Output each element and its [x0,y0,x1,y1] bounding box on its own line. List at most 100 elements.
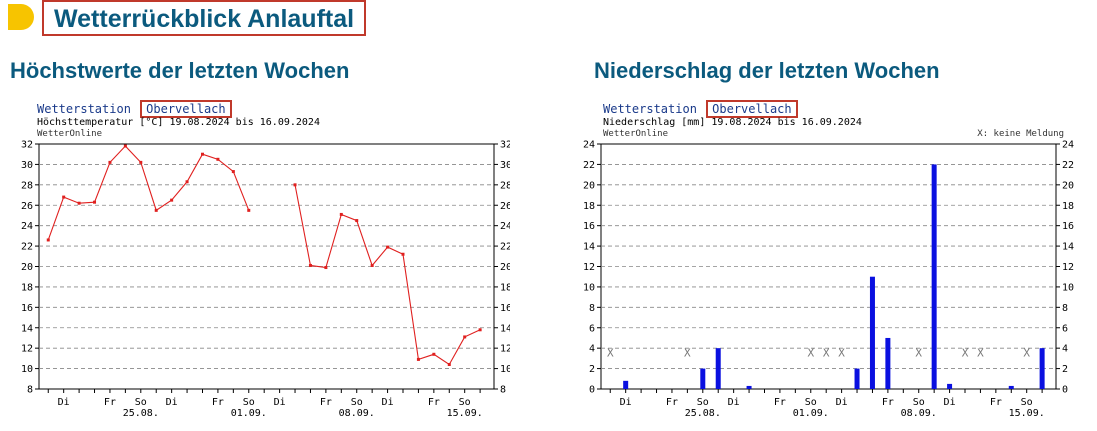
precipitation-chart-source: WetterOnline [603,129,669,139]
temperature-point [447,363,451,366]
temperature-point [216,157,220,161]
x-weekday-label: Di [836,397,848,408]
precipitation-bar [947,383,953,389]
temperature-point [463,335,467,339]
y-tick-label: 10 [1062,282,1074,293]
y-tick-label: 32 [500,140,510,151]
precipitation-bar [885,337,891,389]
y-tick-label: 26 [21,201,33,212]
x-weekday-label: Fr [212,397,224,408]
temperature-point [478,328,482,332]
y-tick-label: 16 [583,221,595,232]
y-tick-label: 0 [1062,385,1068,396]
temperature-point [247,208,251,212]
x-weekday-label: So [913,397,925,408]
missing-data-note: X: keine Meldung [977,129,1064,139]
temperature-point [416,357,420,361]
y-tick-label: 14 [500,323,510,334]
x-date-label: 15.09. [447,408,483,419]
y-tick-label: 0 [589,385,595,396]
y-tick-label: 12 [583,262,595,273]
missing-data-mark: X [1023,346,1030,359]
y-tick-label: 22 [1062,160,1074,171]
y-tick-label: 12 [21,344,33,355]
x-weekday-label: Di [382,397,394,408]
x-weekday-label: So [459,397,471,408]
y-tick-label: 18 [21,282,33,293]
y-tick-label: 4 [1062,344,1068,355]
y-tick-label: 24 [21,221,33,232]
x-weekday-label: So [351,397,363,408]
precipitation-bar [869,276,875,389]
x-weekday-label: Di [944,397,956,408]
temperature-point [355,219,359,223]
station-name: Obervellach [140,100,232,118]
temperature-line-segment [294,184,481,366]
temperature-point [386,245,390,249]
y-tick-label: 2 [1062,364,1068,375]
x-weekday-label: So [805,397,817,408]
missing-data-mark: X [807,346,814,359]
precipitation-bar [1008,385,1014,389]
precipitation-bar [931,164,937,389]
temperature-chart-panel: Wetterstation Obervellach Höchsttemperat… [10,96,510,426]
y-tick-label: 12 [500,344,510,355]
y-tick-label: 32 [21,140,33,151]
page-title: Wetterrückblick Anlauftal [42,0,367,36]
y-tick-label: 16 [21,303,33,314]
y-tick-label: 20 [500,262,510,273]
precipitation-station-line: Wetterstation Obervellach [603,100,798,118]
y-tick-label: 6 [1062,323,1068,334]
precipitation-bar [623,380,629,389]
x-weekday-label: Fr [666,397,678,408]
y-tick-label: 8 [27,385,33,396]
x-date-label: 01.09. [231,408,267,419]
y-tick-label: 28 [500,180,510,191]
temperature-chart-source: WetterOnline [37,129,103,139]
precipitation-section-heading: Niederschlag der letzten Wochen [594,58,940,83]
precipitation-bar [715,348,721,389]
temperature-section-heading: Höchstwerte der letzten Wochen [10,58,350,83]
y-tick-label: 22 [21,242,33,253]
y-tick-label: 24 [1062,140,1074,151]
y-tick-label: 16 [1062,221,1074,232]
y-tick-label: 16 [500,303,510,314]
y-tick-label: 4 [589,344,595,355]
y-tick-label: 10 [500,364,510,375]
x-weekday-label: Di [728,397,740,408]
y-tick-label: 6 [589,323,595,334]
temperature-point [339,212,343,216]
missing-data-mark: X [838,346,845,359]
x-weekday-label: So [697,397,709,408]
temperature-point [185,180,189,184]
x-date-label: 08.09. [339,408,375,419]
temperature-chart: 8 8 10 10 12 12 14 14 16 16 18 18 20 20 22 22 24 24 26 26 28… [21,140,510,420]
y-tick-label: 20 [21,262,33,273]
temperature-point [139,160,143,164]
x-weekday-label: So [135,397,147,408]
temperature-point [293,183,297,187]
x-weekday-label: Di [620,397,632,408]
x-weekday-label: So [1021,397,1033,408]
x-weekday-label: Fr [882,397,894,408]
y-tick-label: 8 [589,303,595,314]
x-weekday-label: Di [166,397,178,408]
y-tick-label: 24 [500,221,510,232]
station-name: Obervellach [706,100,798,118]
y-tick-label: 10 [21,364,33,375]
precipitation-bar [854,368,860,389]
y-tick-label: 2 [589,364,595,375]
missing-data-mark: X [607,346,614,359]
precipitation-bar [700,368,706,389]
y-tick-label: 14 [583,242,595,253]
temperature-point [324,266,328,270]
precipitation-bar [1039,348,1045,389]
y-tick-label: 30 [500,160,510,171]
y-tick-label: 20 [583,180,595,191]
x-weekday-label: Fr [104,397,116,408]
precipitation-bar [746,385,752,389]
temperature-point [200,152,204,156]
temperature-point [123,144,127,148]
y-tick-label: 18 [500,282,510,293]
